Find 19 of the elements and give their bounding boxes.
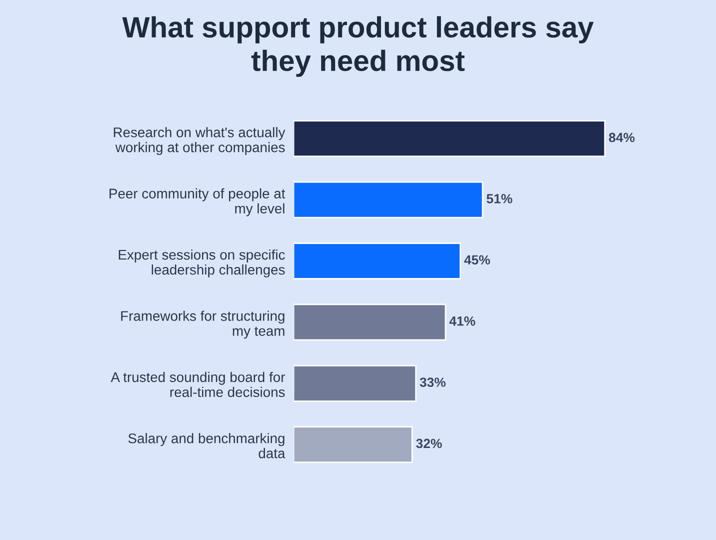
data-label: 33% <box>420 378 446 387</box>
data-label: 84% <box>608 132 635 142</box>
data-label: 51% <box>486 194 512 204</box>
bar <box>294 242 462 280</box>
y-tick-label: Peer community of people at my level <box>110 188 286 216</box>
bar <box>294 304 446 341</box>
y-tick-label: Salary and benchmarking data <box>128 433 286 458</box>
y-tick-label: Expert sessions on specific leadership challenges <box>118 249 285 278</box>
data-label: 32% <box>416 438 442 448</box>
y-tick-label: Frameworks for structuring my team <box>121 310 284 339</box>
data-label: 41% <box>449 316 476 326</box>
chart-title: What support product leaders say they need most <box>122 16 594 77</box>
bar <box>294 364 417 402</box>
bar <box>294 120 606 158</box>
bar <box>294 181 484 218</box>
y-tick-label: Research on what's actually working at other companies <box>114 127 286 155</box>
data-label: 45% <box>464 255 490 265</box>
y-tick-label: A trusted sounding board for real-time decisions <box>110 372 286 398</box>
bar <box>294 426 413 464</box>
